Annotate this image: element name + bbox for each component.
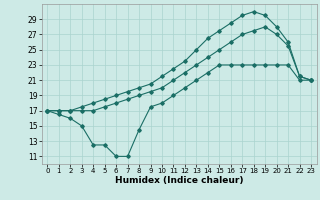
- X-axis label: Humidex (Indice chaleur): Humidex (Indice chaleur): [115, 176, 244, 185]
